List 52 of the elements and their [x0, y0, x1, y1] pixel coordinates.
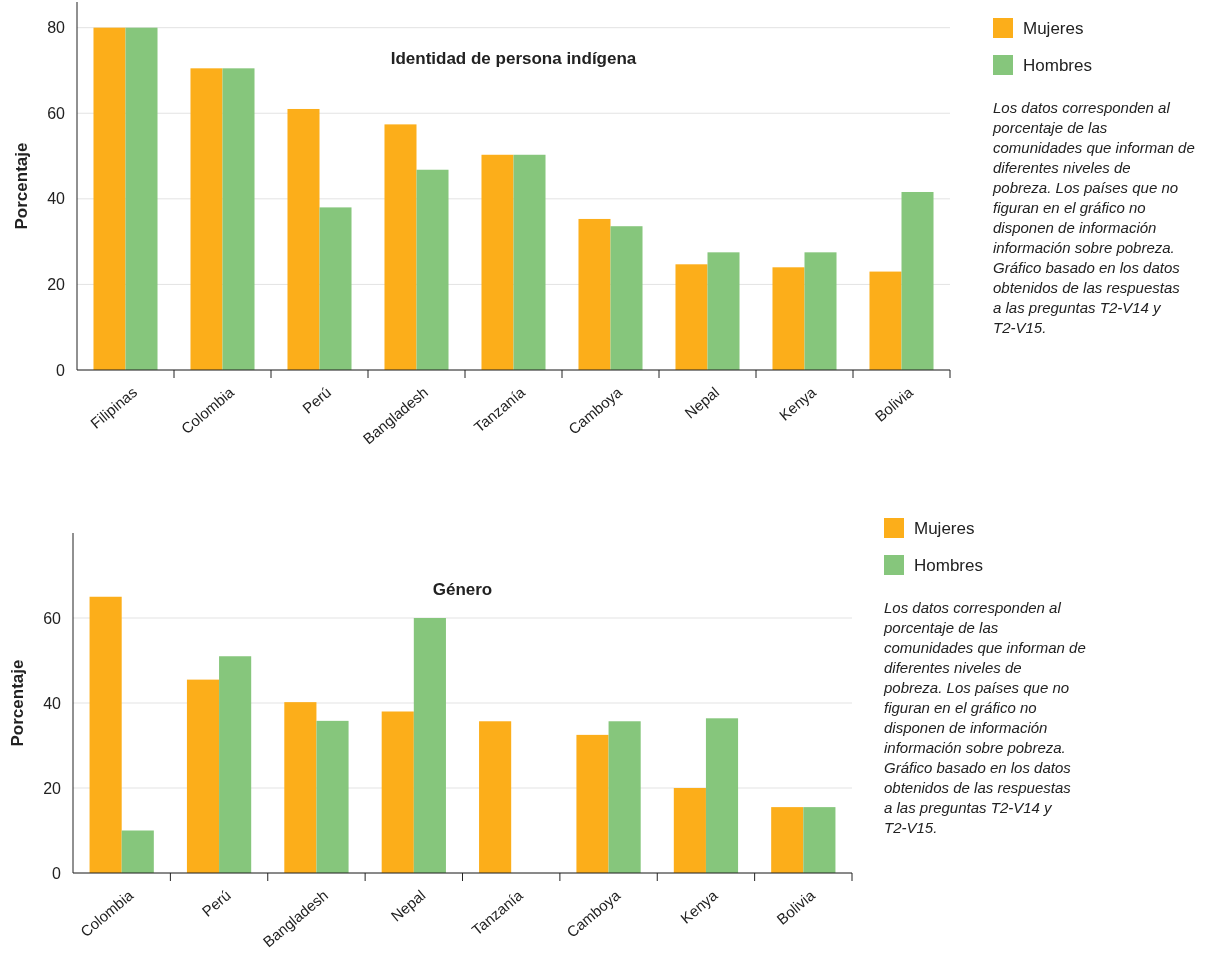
bar: [705, 718, 739, 873]
y-tick-label: 80: [47, 19, 66, 37]
bar: [771, 807, 804, 873]
bar: [673, 788, 706, 873]
y-tick-label: 60: [47, 104, 66, 122]
bar: [384, 124, 417, 370]
bar: [772, 267, 805, 370]
y-axis-title: Porcentaje: [12, 142, 31, 230]
bar: [804, 252, 837, 370]
legend-label: Mujeres: [914, 518, 975, 538]
bar: [481, 154, 514, 370]
text: Identidad de persona indígena: [390, 49, 637, 68]
bar: [121, 830, 154, 873]
bar: [190, 68, 223, 370]
bar: [869, 271, 902, 370]
text: Los datos corresponden al porcentaje de las comunidades que informan de diferentes niveles de pobreza. Los países que no figuran en el gráfico no disponen de información información sobre pobreza. Gráfico basado en los datos obtenidos de las respuestas a las preguntas T2-V14 y T2-V15.: [993, 99, 1195, 336]
bar: [89, 596, 122, 873]
text: Los datos corresponden al porcentaje de las comunidades que informan de diferentes niveles de pobreza. Los países que no figuran en el gráfico no disponen de información información sobre pobreza. Gráfico basado en los datos obtenidos de las respuestas a las preguntas T2-V14 y T2-V15.: [884, 599, 1086, 836]
y-tick-label: 40: [47, 190, 66, 208]
bar: [578, 218, 611, 370]
bar: [513, 154, 546, 370]
bar: [381, 711, 414, 873]
bar: [576, 734, 609, 873]
y-tick-label: 0: [56, 361, 66, 379]
bar: [675, 264, 708, 370]
text: Género: [432, 580, 493, 599]
y-tick-label: 0: [52, 864, 62, 882]
y-tick-label: 60: [43, 609, 62, 627]
bar: [125, 27, 158, 370]
bar: [287, 108, 320, 370]
legend-label: Hombres: [1023, 55, 1092, 75]
bar: [316, 720, 349, 873]
bar: [319, 207, 352, 370]
bar: [610, 226, 643, 370]
bar: [284, 702, 317, 873]
bar: [479, 721, 512, 873]
bar: [416, 169, 449, 370]
y-tick-label: 20: [47, 276, 66, 294]
bar: [222, 68, 255, 370]
bar: [219, 656, 252, 873]
bar: [901, 191, 934, 370]
y-tick-label: 40: [43, 694, 62, 712]
bar: [93, 27, 126, 370]
bar: [186, 679, 220, 873]
legend-label: Hombres: [914, 555, 983, 575]
legend-label: Mujeres: [1023, 18, 1084, 38]
bar: [608, 721, 641, 873]
bar: [803, 807, 836, 873]
y-tick-label: 20: [43, 779, 62, 797]
bar: [413, 618, 446, 873]
bar: [707, 252, 740, 370]
y-axis-title: Porcentaje: [8, 659, 27, 747]
